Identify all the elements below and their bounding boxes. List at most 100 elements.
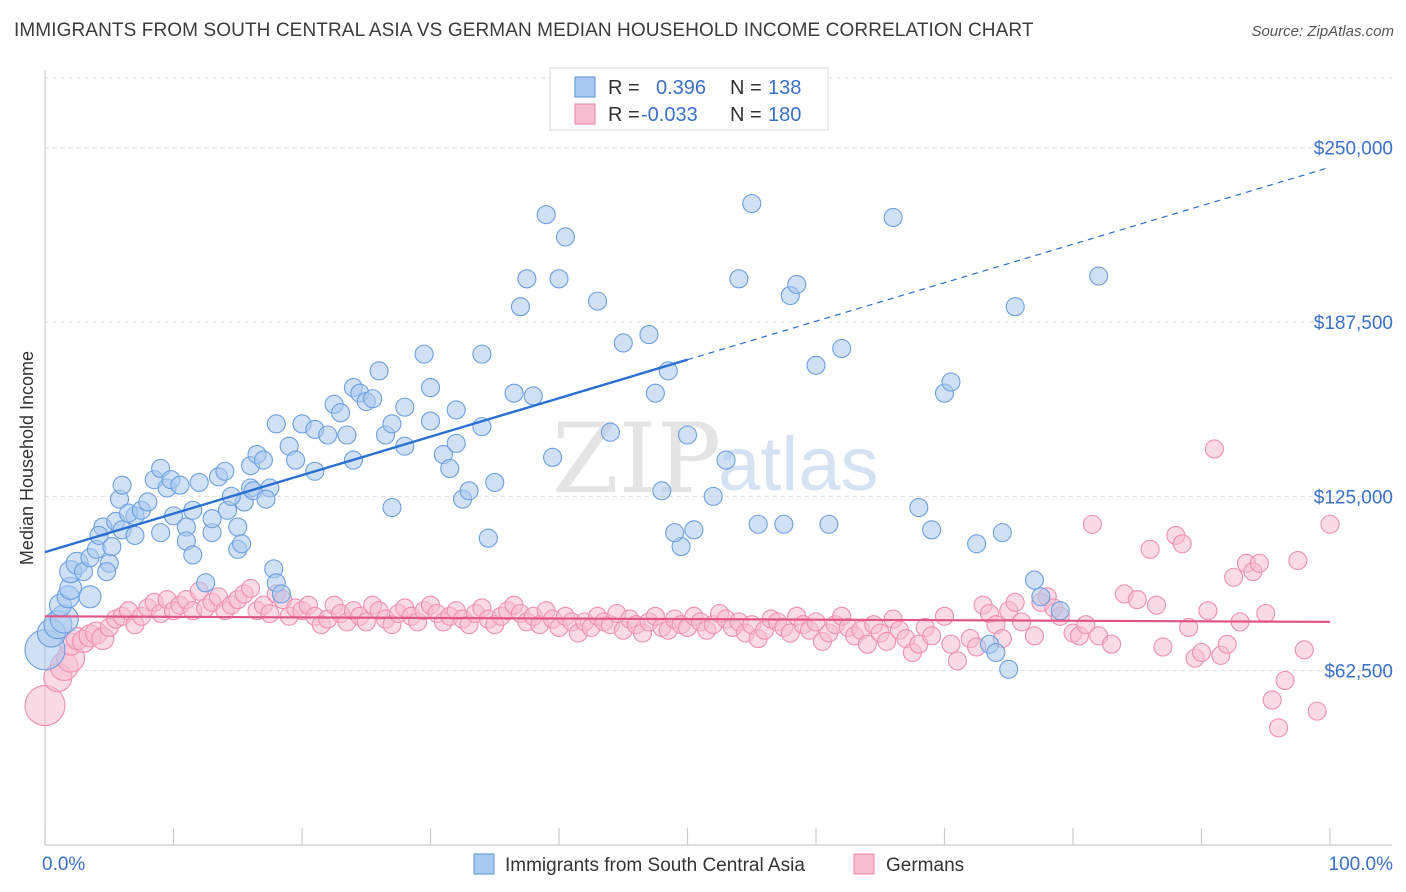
x-tick-label-max: 100.0%: [1329, 854, 1394, 875]
data-point: [684, 520, 704, 540]
y-tick-label: $125,000: [1314, 487, 1393, 508]
series-germans-points: [24, 439, 1340, 738]
legend-n-label-blue: N =: [730, 77, 762, 99]
data-point: [97, 562, 117, 582]
data-point: [787, 274, 807, 294]
data-point: [748, 514, 768, 534]
data-point: [24, 684, 66, 727]
data-point: [806, 355, 826, 375]
trend-lines: [44, 166, 1331, 623]
data-point: [742, 193, 762, 214]
data-point: [967, 534, 987, 554]
data-point: [857, 634, 877, 654]
x-tick-label-min: 0.0%: [42, 854, 85, 875]
data-point: [549, 269, 569, 289]
data-point: [1269, 718, 1289, 738]
data-point: [202, 509, 222, 529]
data-point: [330, 403, 351, 423]
data-point: [909, 497, 929, 518]
legend-n-label-pink: N =: [730, 104, 762, 126]
data-point: [986, 643, 1006, 663]
chart-title: IMMIGRANTS FROM SOUTH CENTRAL ASIA VS GE…: [14, 20, 1034, 41]
data-point: [395, 397, 415, 417]
data-point: [1005, 297, 1025, 317]
bottom-legend-label-pink: Germans: [886, 855, 964, 876]
data-point: [716, 450, 736, 470]
data-point: [536, 205, 556, 225]
data-point: [639, 325, 659, 345]
data-point: [1024, 570, 1044, 590]
data-point: [256, 489, 276, 509]
bottom-legend-label-blue: Immigrants from South Central Asia: [505, 855, 805, 876]
data-point: [1089, 266, 1109, 286]
legend-swatch-blue: [574, 76, 596, 98]
data-point: [510, 297, 531, 317]
data-point: [196, 573, 216, 593]
y-tick-label: $62,500: [1324, 662, 1393, 683]
data-point: [253, 450, 274, 470]
data-point: [652, 481, 672, 501]
data-point: [228, 517, 248, 537]
data-point: [1031, 587, 1051, 607]
data-point: [446, 433, 466, 453]
data-point: [999, 659, 1019, 679]
data-point: [1153, 637, 1173, 657]
data-point: [1005, 592, 1025, 612]
x-axis-ticks: [44, 828, 1331, 845]
legend-r-label-blue: R =: [608, 77, 640, 99]
data-point: [703, 486, 723, 506]
data-point: [1307, 701, 1327, 721]
data-point: [260, 603, 280, 624]
data-point: [170, 475, 190, 495]
data-point: [517, 269, 537, 289]
legend-r-value-blue: 0.396: [656, 77, 706, 99]
data-point: [543, 447, 563, 467]
data-point: [1172, 534, 1192, 554]
data-point: [78, 585, 102, 609]
trend-line-pink: [44, 615, 1331, 623]
data-point: [819, 514, 839, 534]
data-point: [555, 227, 575, 247]
data-point: [645, 383, 665, 403]
data-point: [947, 651, 967, 671]
data-point: [504, 383, 524, 403]
data-point: [1179, 617, 1199, 638]
data-point: [729, 269, 749, 289]
y-tick-label: $250,000: [1314, 139, 1393, 160]
data-point: [420, 378, 441, 398]
bottom-legend-swatch-pink: [853, 853, 875, 875]
data-point: [151, 523, 171, 543]
data-point: [414, 344, 434, 364]
data-point: [922, 520, 942, 540]
data-point: [1146, 595, 1167, 615]
data-point: [1127, 590, 1147, 610]
data-point: [774, 514, 794, 534]
data-point: [1204, 439, 1224, 459]
data-point: [1050, 601, 1070, 621]
legend-n-value-blue: 138: [768, 77, 801, 99]
y-axis-label: Median Household Income: [17, 351, 37, 565]
data-point: [189, 472, 209, 492]
data-point: [472, 344, 492, 364]
data-point: [382, 414, 402, 434]
data-point: [1012, 612, 1032, 632]
source-label: Source: ZipAtlas.com: [1251, 23, 1394, 40]
data-point: [941, 634, 961, 654]
data-point: [102, 537, 122, 557]
data-point: [1217, 634, 1237, 654]
data-point: [1288, 550, 1308, 571]
data-point: [677, 425, 698, 445]
data-point: [934, 606, 955, 626]
data-point: [665, 523, 685, 543]
data-point: [1320, 514, 1340, 534]
data-point: [832, 338, 852, 359]
data-point: [138, 492, 158, 512]
data-point: [613, 333, 633, 353]
data-point: [1249, 553, 1269, 573]
series-legend: Immigrants from South Central Asia Germa…: [473, 853, 964, 876]
data-point: [941, 372, 961, 392]
data-point: [1262, 690, 1282, 710]
data-point: [883, 207, 903, 228]
data-point: [1024, 626, 1044, 646]
